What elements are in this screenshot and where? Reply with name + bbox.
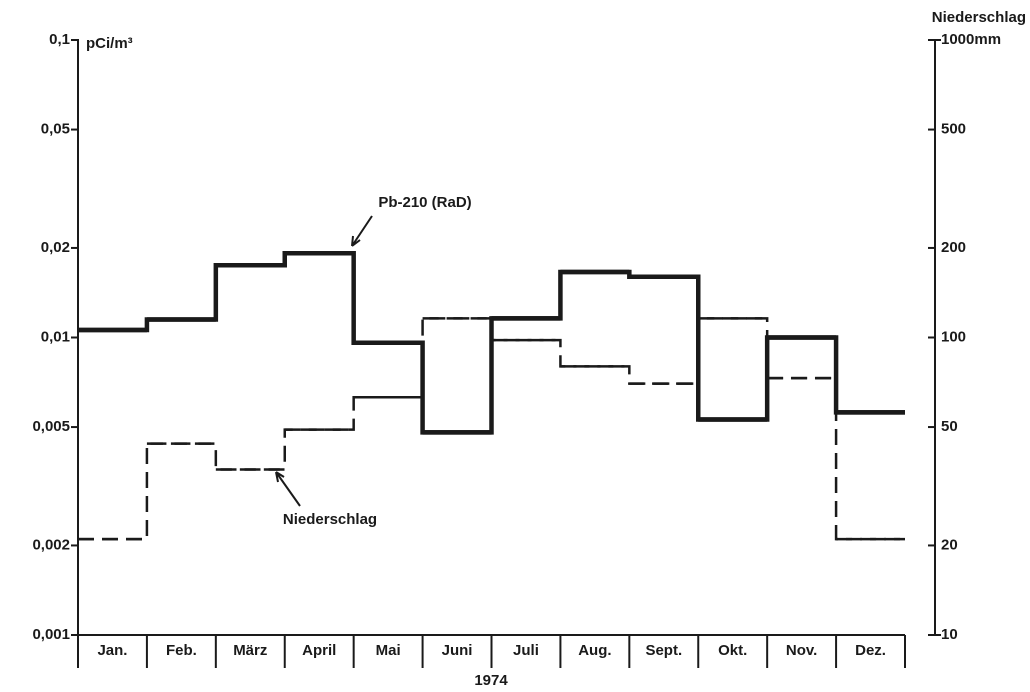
y-tick-label: 0,001 <box>32 626 70 643</box>
x-axis-label: 1974 <box>474 672 508 689</box>
x-tick-label: Okt. <box>718 642 747 659</box>
y2-tick-label: 100 <box>941 328 966 345</box>
step-riser <box>78 250 905 435</box>
y-tick-label: 0,05 <box>41 121 70 138</box>
x-tick-label: März <box>233 642 267 659</box>
x-tick-label: Aug. <box>578 642 611 659</box>
y2-axis-label: Niederschlag <box>932 9 1026 26</box>
y-axis-label: pCi/m³ <box>86 35 133 52</box>
y2-tick-label: 50 <box>941 418 958 435</box>
x-tick-label: Mai <box>376 642 401 659</box>
x-tick-label: Jan. <box>97 642 127 659</box>
y-tick-label: 0,005 <box>32 418 70 435</box>
y2-tick-label: 200 <box>941 239 966 256</box>
y-tick-label: 0,01 <box>41 328 70 345</box>
x-tick-label: Nov. <box>786 642 817 659</box>
y-tick-label: 0,1 <box>49 31 70 48</box>
x-tick-label: Dez. <box>855 642 886 659</box>
annotation-arrow <box>275 471 301 507</box>
y-tick-label: 0,02 <box>41 239 70 256</box>
y2-tick-label: 10 <box>941 626 958 643</box>
y2-tick-label: 1000mm <box>941 31 1001 48</box>
x-tick-label: Juni <box>442 642 473 659</box>
y-tick-label: 0,002 <box>32 536 70 553</box>
x-tick-label: Sept. <box>645 642 682 659</box>
step-riser <box>78 317 905 541</box>
x-tick-label: Feb. <box>166 642 197 659</box>
x-tick-label: Juli <box>513 642 539 659</box>
annotation: Niederschlag <box>283 511 377 528</box>
y2-tick-label: 500 <box>941 121 966 138</box>
y2-tick-label: 20 <box>941 536 958 553</box>
x-tick-label: April <box>302 642 336 659</box>
annotation-arrow <box>351 215 373 247</box>
annotation: Pb-210 (RaD) <box>378 194 471 211</box>
